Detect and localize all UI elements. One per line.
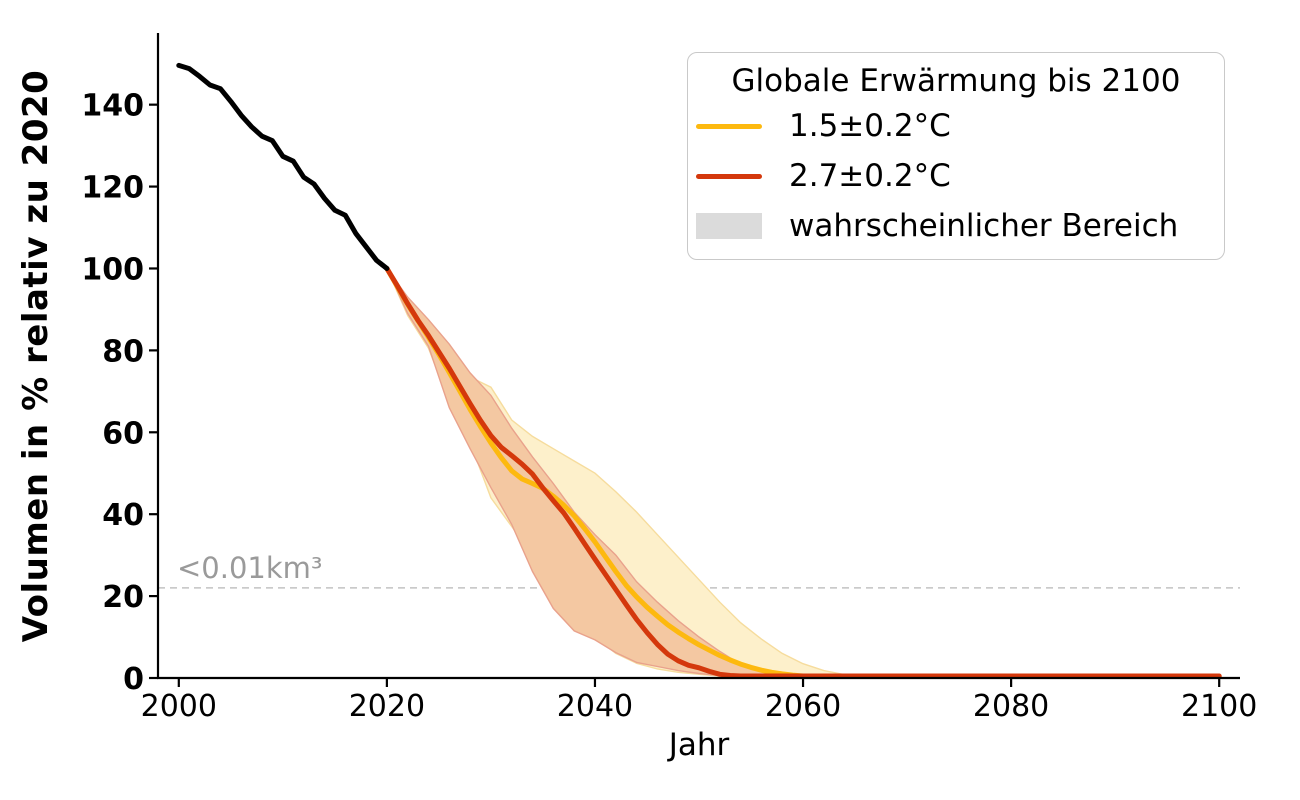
legend: Globale Erwärmung bis 2100 1.5±0.2°C 2.7…: [687, 52, 1225, 260]
x-tick-label: 2020: [349, 689, 425, 724]
legend-swatch-likely-range-patch: [696, 213, 762, 239]
y-axis-label: Volumen in % relativ zu 2020: [16, 69, 56, 643]
series-line-historical: [176, 62, 390, 271]
band-likely-range-2-7: [386, 268, 803, 678]
x-tick-label: 2100: [1181, 689, 1257, 724]
legend-item-label: 2.7±0.2°C: [789, 158, 951, 194]
legend-item-label: 1.5±0.2°C: [789, 108, 951, 144]
y-tick-label: 80: [102, 334, 144, 369]
x-tick-label: 2040: [557, 689, 633, 724]
y-tick-label: 100: [81, 252, 144, 287]
threshold-label: <0.01km³: [177, 551, 323, 585]
legend-item-scenario-2-7: 2.7±0.2°C: [688, 151, 1224, 201]
y-tick-label: 60: [102, 416, 144, 451]
legend-title: Globale Erwärmung bis 2100: [731, 63, 1181, 99]
legend-item-likely-range: wahrscheinlicher Bereich: [688, 201, 1224, 251]
y-tick-label: 20: [102, 580, 144, 615]
y-tick-label: 0: [123, 662, 144, 697]
x-axis-label: Jahr: [668, 727, 730, 763]
x-tick-label: 2000: [141, 689, 217, 724]
x-tick-label: 2060: [765, 689, 841, 724]
series-line-scenario-1-5: [384, 266, 1222, 679]
y-tick-label: 120: [81, 171, 144, 206]
legend-item-scenario-1-5: 1.5±0.2°C: [688, 101, 1224, 151]
y-tick-label: 140: [81, 89, 144, 124]
y-tick-label: 40: [102, 498, 144, 533]
legend-swatch-1-5-line: [696, 123, 762, 129]
x-tick-label: 2080: [973, 689, 1049, 724]
legend-item-label: wahrscheinlicher Bereich: [789, 208, 1179, 244]
series-line-scenario-2-7: [384, 266, 1222, 679]
legend-swatch-2-7-line: [696, 173, 762, 179]
